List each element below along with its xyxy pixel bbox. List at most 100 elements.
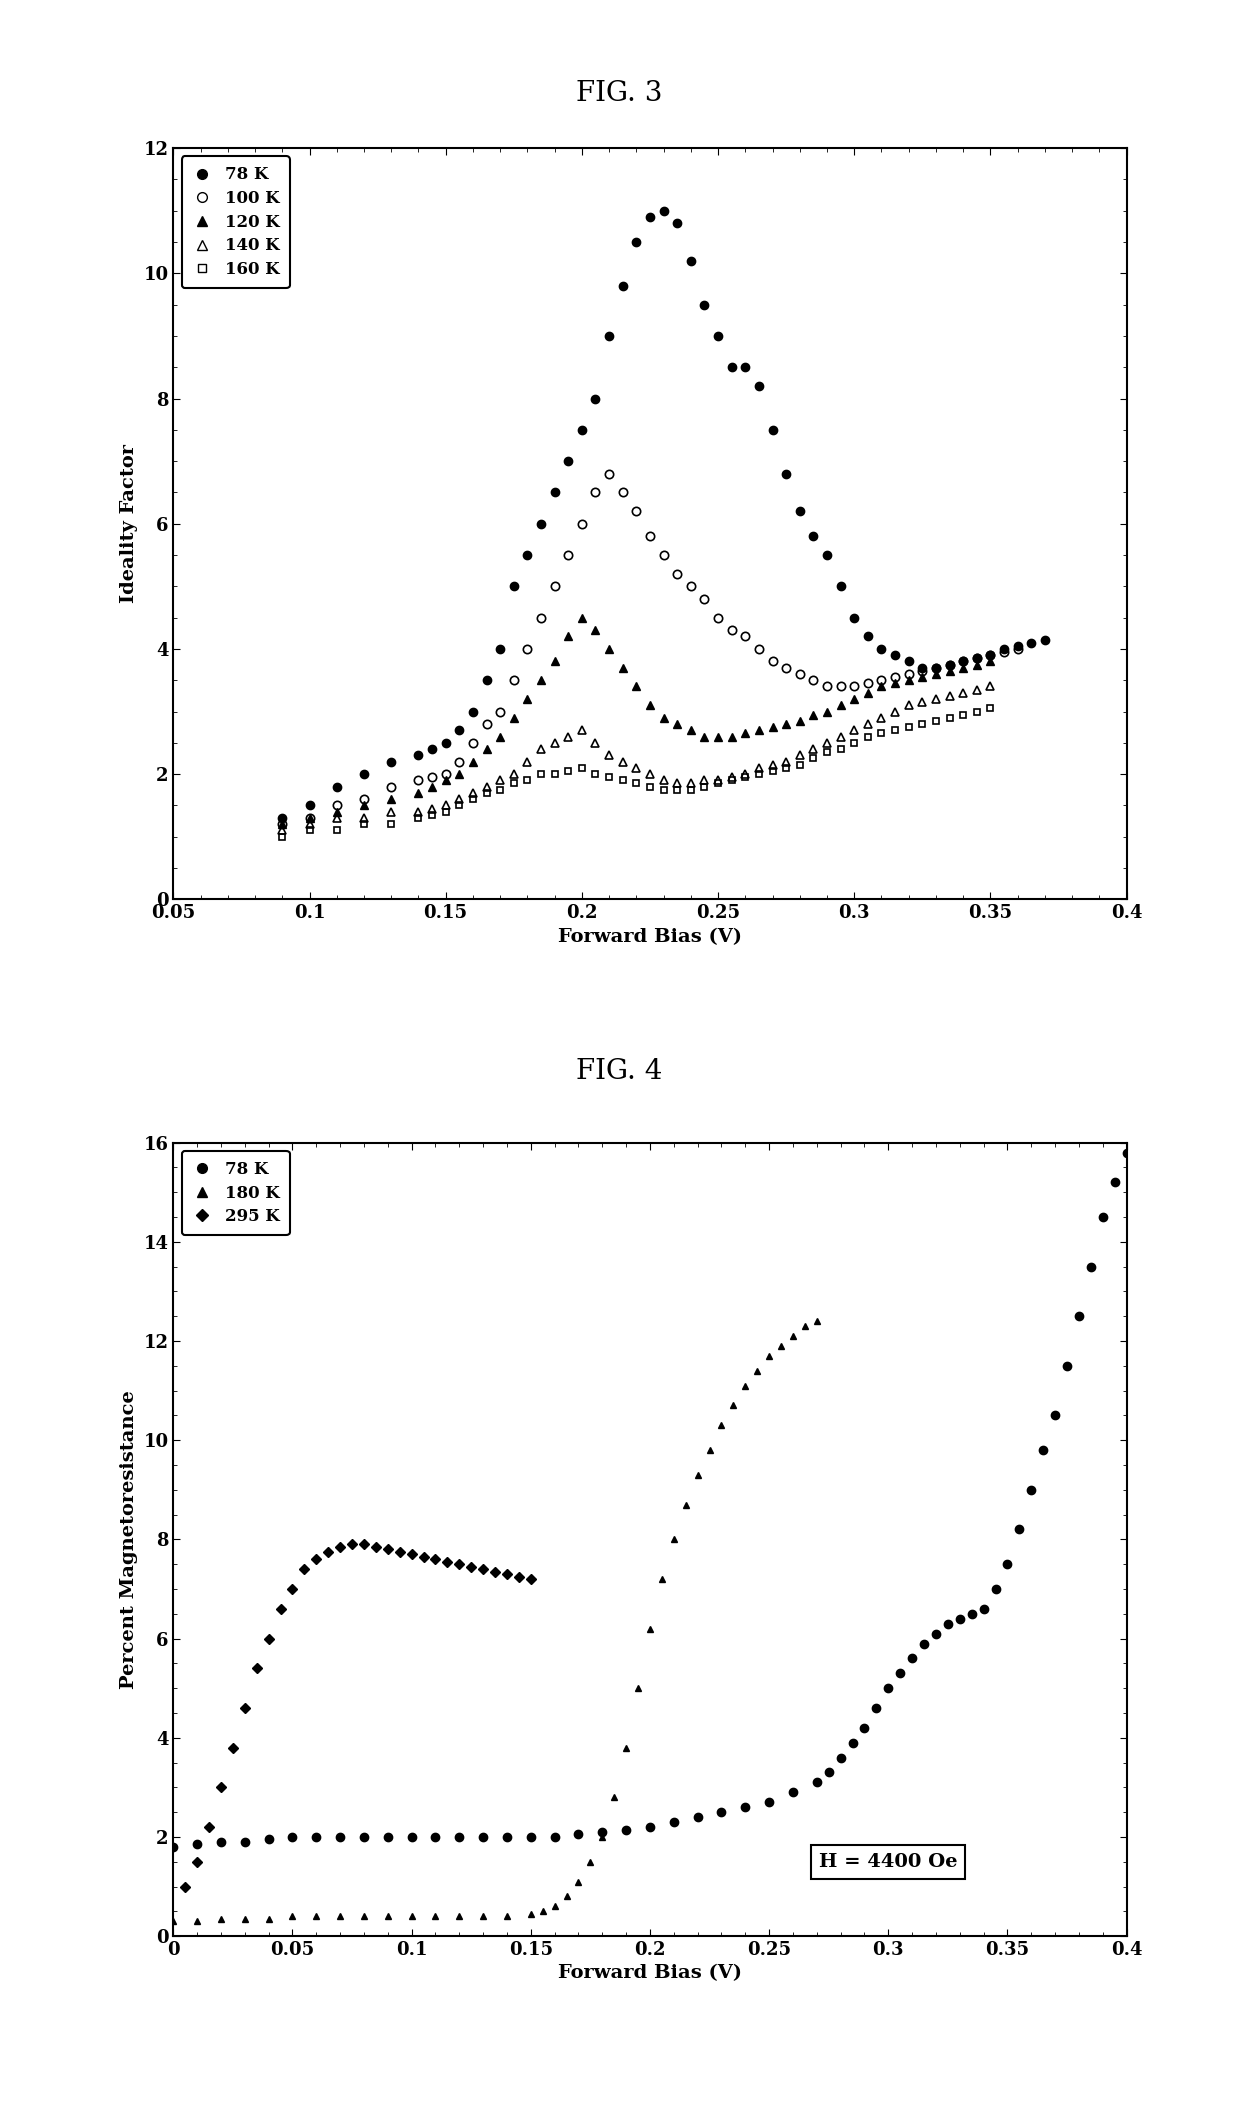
100 K — [969, 645, 984, 671]
120 K — [738, 722, 753, 747]
100 K — [588, 480, 603, 506]
140 K — [901, 692, 916, 717]
140 K — [765, 751, 780, 777]
100 K — [479, 711, 494, 736]
120 K — [751, 717, 766, 743]
100 K — [928, 656, 943, 681]
Legend: 78 K, 100 K, 120 K, 140 K, 160 K: 78 K, 100 K, 120 K, 140 K, 160 K — [182, 157, 290, 288]
Text: FIG. 4: FIG. 4 — [576, 1058, 662, 1086]
Line: 120 K: 120 K — [279, 614, 994, 827]
160 K — [942, 705, 957, 730]
78 K — [384, 749, 399, 774]
180 K — [333, 1904, 348, 1930]
78 K — [869, 1695, 884, 1720]
180 K — [547, 1894, 562, 1919]
100 K — [602, 461, 617, 487]
160 K — [901, 715, 916, 741]
140 K — [779, 749, 794, 774]
140 K — [452, 787, 467, 813]
160 K — [738, 764, 753, 789]
140 K — [329, 806, 344, 832]
78 K — [833, 1746, 848, 1771]
140 K — [357, 806, 371, 832]
160 K — [806, 745, 821, 770]
78 K — [275, 806, 290, 832]
100 K — [820, 673, 834, 698]
100 K — [792, 660, 807, 686]
78 K — [683, 248, 698, 273]
100 K — [574, 510, 589, 535]
140 K — [629, 755, 644, 781]
X-axis label: Forward Bias (V): Forward Bias (V) — [558, 927, 742, 946]
120 K — [602, 637, 617, 662]
100 K — [547, 573, 562, 599]
180 K — [475, 1904, 490, 1930]
100 K — [670, 561, 685, 586]
180 K — [452, 1904, 467, 1930]
160 K — [847, 730, 862, 755]
295 K — [369, 1534, 384, 1559]
140 K — [833, 724, 848, 749]
180 K — [678, 1492, 693, 1517]
160 K — [928, 709, 943, 734]
160 K — [465, 787, 480, 813]
140 K — [520, 749, 535, 774]
295 K — [344, 1532, 359, 1557]
180 K — [261, 1907, 276, 1932]
160 K — [357, 813, 371, 838]
140 K — [574, 717, 589, 743]
160 K — [888, 717, 903, 743]
160 K — [670, 777, 685, 802]
120 K — [520, 686, 535, 711]
100 K — [915, 658, 930, 683]
160 K — [574, 755, 589, 781]
160 K — [683, 777, 698, 802]
140 K — [751, 755, 766, 781]
160 K — [656, 777, 671, 802]
100 K — [520, 637, 535, 662]
120 K — [275, 813, 290, 838]
140 K — [656, 768, 671, 794]
140 K — [888, 698, 903, 724]
180 K — [357, 1904, 371, 1930]
100 K — [983, 643, 998, 669]
180 K — [761, 1344, 776, 1369]
180 K — [571, 1868, 586, 1894]
160 K — [493, 777, 508, 802]
100 K — [465, 730, 480, 755]
140 K — [942, 683, 957, 709]
120 K — [956, 656, 971, 681]
295 K — [416, 1545, 431, 1570]
160 K — [751, 762, 766, 787]
180 K — [214, 1907, 229, 1932]
295 K — [475, 1557, 490, 1583]
180 K — [655, 1566, 670, 1591]
Line: 160 K: 160 K — [279, 705, 994, 840]
100 K — [384, 774, 399, 800]
180 K — [630, 1676, 645, 1701]
180 K — [619, 1735, 634, 1761]
140 K — [820, 730, 834, 755]
120 K — [983, 650, 998, 675]
78 K — [656, 199, 671, 224]
140 K — [806, 736, 821, 762]
120 K — [615, 656, 630, 681]
100 K — [724, 618, 739, 643]
Y-axis label: Ideality Factor: Ideality Factor — [120, 444, 137, 603]
100 K — [534, 605, 548, 631]
100 K — [438, 762, 453, 787]
140 K — [915, 690, 930, 715]
180 K — [524, 1900, 539, 1926]
140 K — [411, 800, 426, 825]
140 K — [465, 781, 480, 806]
120 K — [969, 652, 984, 677]
160 K — [384, 813, 399, 838]
295 K — [428, 1547, 443, 1572]
295 K — [274, 1595, 288, 1621]
100 K — [765, 650, 780, 675]
140 K — [534, 736, 548, 762]
120 K — [792, 709, 807, 734]
120 K — [425, 774, 439, 800]
120 K — [683, 717, 698, 743]
120 K — [779, 711, 794, 736]
